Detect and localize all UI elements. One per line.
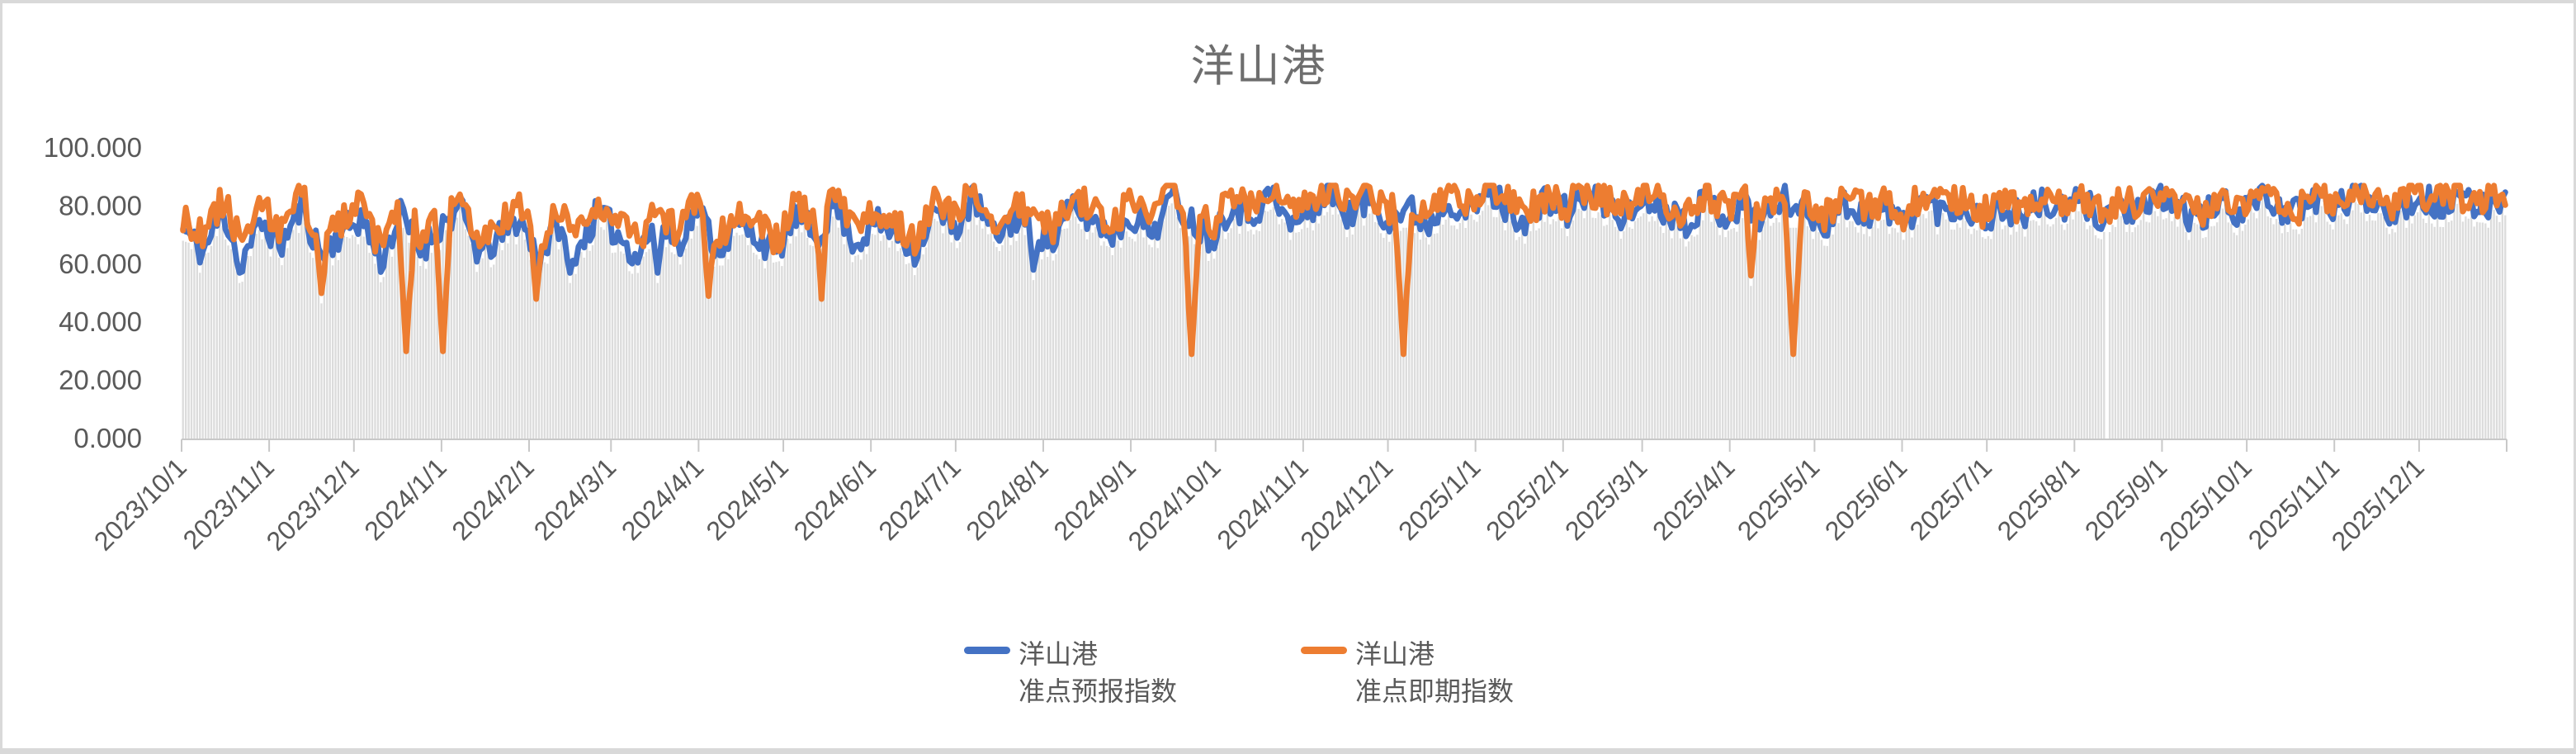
legend-label: 洋山港 准点即期指数 xyxy=(1355,639,1515,707)
y-axis-label: 20.000 xyxy=(59,365,142,396)
x-axis-label: 2023/10/1 xyxy=(88,452,192,556)
x-axis-label: 2024/8/1 xyxy=(960,452,1054,546)
x-axis-label: 2024/7/1 xyxy=(872,452,967,546)
x-axis-label: 2024/2/1 xyxy=(446,452,540,546)
x-axis-label: 2024/3/1 xyxy=(528,452,622,546)
chart-legend: 洋山港 准点预报指数 洋山港 准点即期指数 xyxy=(964,636,1514,711)
x-axis-label: 2025/4/1 xyxy=(1647,452,1741,546)
x-axis-label: 2025/2/1 xyxy=(1480,452,1574,546)
x-axis-label: 2025/7/1 xyxy=(1904,452,1998,546)
legend-line-swatch-blue xyxy=(964,647,1010,654)
y-axis-label: 100.000 xyxy=(44,132,142,163)
y-axis-label: 40.000 xyxy=(59,306,142,337)
x-axis-label: 2024/12/1 xyxy=(1294,452,1398,556)
y-axis-label: 80.000 xyxy=(59,190,142,221)
x-axis-label: 2025/12/1 xyxy=(2326,452,2430,556)
x-axis-label: 2024/6/1 xyxy=(788,452,882,546)
x-axis-label: 2025/3/1 xyxy=(1559,452,1653,546)
chart-title: 洋山港 xyxy=(1190,42,1327,91)
x-axis-label: 2025/5/1 xyxy=(1732,452,1826,546)
x-axis-label: 2025/8/1 xyxy=(1992,452,2086,546)
y-axis-label: 0.000 xyxy=(73,423,142,453)
x-axis-label: 2025/10/1 xyxy=(2153,452,2257,556)
y-axis-label: 60.000 xyxy=(59,249,142,279)
legend-entry-spot-index[interactable]: 洋山港 准点即期指数 xyxy=(1301,636,1514,711)
legend-label: 洋山港 准点预报指数 xyxy=(1019,639,1178,707)
x-axis-label: 2024/5/1 xyxy=(701,452,795,546)
x-axis-label: 2025/6/1 xyxy=(1819,452,1913,546)
legend-line-swatch-orange xyxy=(1301,647,1348,654)
x-axis-label: 2023/12/1 xyxy=(261,452,365,556)
legend-entry-forecast-index[interactable]: 洋山港 准点预报指数 xyxy=(964,636,1177,711)
series-line-spot-index xyxy=(180,183,2508,358)
x-axis-label: 2024/10/1 xyxy=(1123,452,1227,556)
x-axis-label: 2024/4/1 xyxy=(616,452,710,546)
x-axis-label: 2024/1/1 xyxy=(358,452,452,546)
x-axis-label: 2025/1/1 xyxy=(1392,452,1487,546)
